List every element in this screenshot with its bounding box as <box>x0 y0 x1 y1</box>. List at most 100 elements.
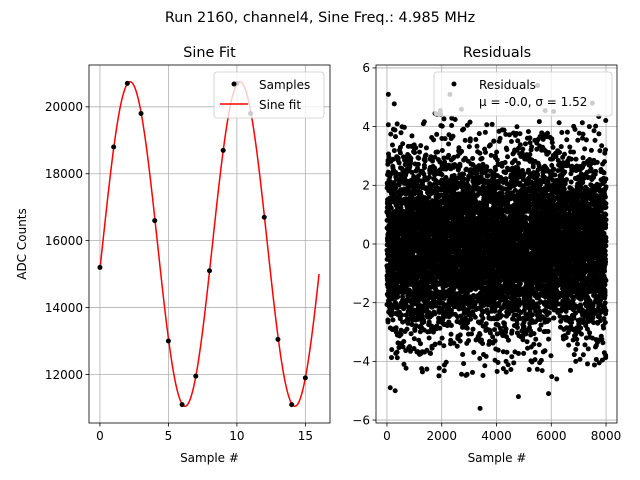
sine-fit-y-tick-label: 12000 <box>45 368 83 382</box>
residual-point <box>441 368 447 374</box>
residual-point <box>412 327 418 333</box>
residuals-title: Residuals <box>463 45 531 61</box>
residual-point <box>429 345 435 351</box>
residual-point <box>426 335 432 341</box>
sine-fit-x-tick-label: 15 <box>298 429 313 443</box>
residual-point <box>385 122 391 128</box>
residual-point <box>392 127 398 133</box>
residual-point <box>411 336 417 342</box>
residual-point <box>505 337 511 343</box>
residual-point <box>483 321 489 327</box>
residual-point <box>421 165 427 171</box>
residual-point <box>511 360 517 366</box>
residual-point <box>394 121 400 127</box>
sine-fit-series <box>99 80 320 408</box>
residual-point <box>497 135 503 141</box>
residual-point <box>426 174 432 180</box>
residual-point <box>461 171 467 177</box>
residual-point <box>432 341 438 347</box>
residual-point <box>477 332 483 338</box>
residual-point <box>409 322 415 328</box>
residual-point <box>450 133 456 139</box>
sample-point <box>220 147 226 153</box>
residual-point <box>484 122 490 128</box>
residual-point <box>435 149 441 155</box>
residual-point <box>474 143 480 149</box>
residual-point <box>477 355 483 361</box>
residual-point <box>385 319 391 325</box>
residual-point <box>417 149 423 155</box>
residual-point <box>514 124 520 130</box>
residual-point <box>441 343 447 349</box>
sample-point <box>261 214 267 220</box>
sample-point <box>179 402 185 408</box>
residual-point <box>394 355 400 361</box>
sine-fit-y-tick-label: 18000 <box>45 167 83 181</box>
residual-point <box>403 312 409 318</box>
residual-point <box>391 101 397 107</box>
residual-point <box>515 350 521 356</box>
residual-point <box>421 319 427 325</box>
residual-point <box>482 129 488 135</box>
residual-point <box>403 365 409 371</box>
residual-point <box>489 121 495 127</box>
residual-point <box>457 163 463 169</box>
sine-fit-y-tick-label: 20000 <box>45 100 83 114</box>
residual-point <box>397 150 403 156</box>
residual-point <box>452 117 458 122</box>
residual-point <box>395 155 401 161</box>
residual-point <box>483 353 489 359</box>
residual-point <box>395 340 401 346</box>
residual-point <box>400 344 406 350</box>
residual-point <box>408 155 414 161</box>
sample-point <box>152 218 158 224</box>
residual-point <box>480 372 486 378</box>
residual-point <box>469 369 475 375</box>
residual-point <box>412 150 418 156</box>
sine-fit-x-ticks: 0 5 10 15 <box>96 423 313 443</box>
residual-point <box>503 326 509 332</box>
residual-point <box>421 119 427 125</box>
residual-point <box>407 344 413 350</box>
sine-fit-xlabel: Sample # <box>180 451 239 465</box>
residual-point <box>471 349 477 355</box>
residual-point <box>401 124 407 130</box>
residual-point <box>480 340 486 346</box>
residual-point <box>472 314 478 320</box>
residual-point <box>398 130 404 136</box>
residual-point <box>389 142 395 148</box>
residual-point <box>423 152 429 158</box>
residual-point <box>459 371 465 377</box>
sample-point <box>138 111 144 117</box>
residual-point <box>400 141 406 147</box>
residual-point <box>436 373 442 379</box>
legend-samples-label: Samples <box>259 78 310 92</box>
residual-point <box>462 137 468 143</box>
residual-point <box>480 315 486 321</box>
residual-point <box>431 137 437 143</box>
residual-point <box>495 360 501 365</box>
sine-fit-x-tick-label: 0 <box>96 429 104 443</box>
residual-point <box>476 131 482 137</box>
residual-point <box>443 359 449 365</box>
residual-point <box>436 365 442 371</box>
sample-point <box>97 264 103 270</box>
residual-point <box>406 317 412 323</box>
sine-fit-line <box>99 80 320 408</box>
sine-fit-legend-box <box>213 71 325 119</box>
residual-point <box>467 119 473 125</box>
residual-point <box>398 327 404 333</box>
sine-fit-ylabel: ADC Counts <box>15 208 29 280</box>
sine-fit-axes-frame <box>88 64 331 424</box>
residual-point <box>409 133 415 139</box>
residual-point <box>482 149 488 155</box>
sample-point <box>275 336 281 342</box>
sample-point <box>193 373 199 379</box>
sample-point <box>289 402 295 408</box>
residual-point <box>499 313 505 319</box>
residual-point <box>439 335 445 341</box>
sample-point <box>165 338 171 344</box>
sample-point <box>111 144 117 150</box>
residual-point <box>399 312 405 318</box>
